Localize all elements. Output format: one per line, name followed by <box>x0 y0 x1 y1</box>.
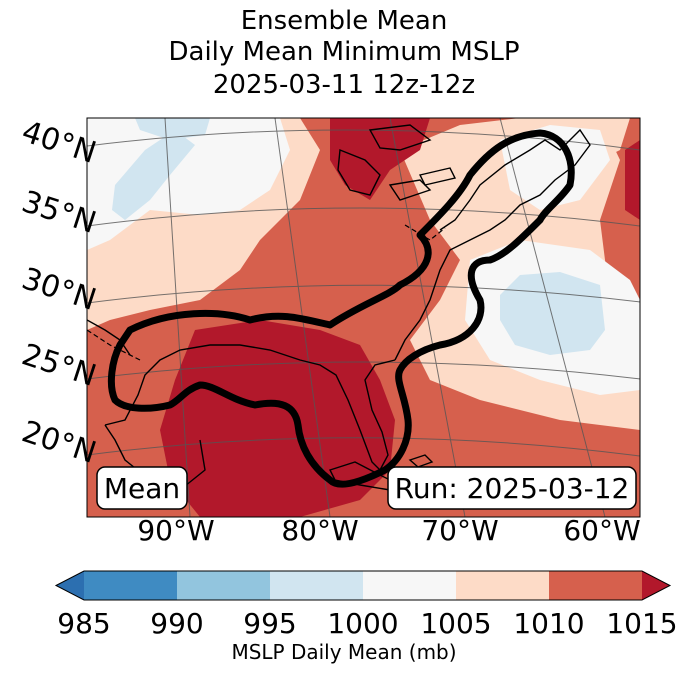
colorbar-segment <box>84 571 177 600</box>
parallel-30n <box>87 284 640 304</box>
title-line-1: Ensemble Mean <box>240 6 448 36</box>
cb-tick-1005: 1005 <box>420 607 491 640</box>
lon-label-70w: 70°W <box>421 514 498 547</box>
title-line-2: Daily Mean Minimum MSLP <box>168 37 520 67</box>
map-field <box>87 118 640 517</box>
field-above-1015-east <box>625 140 640 220</box>
colorbar-extend-high <box>642 571 670 600</box>
meridian-70w <box>389 118 466 517</box>
lon-label-80w: 80°W <box>281 514 358 547</box>
map-frame <box>86 117 641 518</box>
parallel-25n <box>87 361 640 380</box>
meridian-60w <box>499 118 606 517</box>
colorbar-extend-low <box>56 571 84 600</box>
field-995-1000 <box>112 130 195 220</box>
parallel-20n <box>87 437 640 457</box>
colorbar <box>54 570 672 601</box>
field-995-1000-top <box>135 118 210 140</box>
border-us-canada <box>404 224 446 241</box>
cb-tick-1015: 1015 <box>606 607 677 640</box>
east-coast <box>394 128 591 361</box>
field-above-1015-lakes <box>330 118 430 200</box>
cb-tick-1000: 1000 <box>327 607 398 640</box>
cb-tick-1010: 1010 <box>513 607 584 640</box>
field-995-1000-ocean <box>500 272 605 355</box>
run-box <box>387 466 637 510</box>
colorbar-label: MSLP Daily Mean (mb) <box>231 640 457 664</box>
mean-box <box>96 466 188 510</box>
lon-label-60w: 60°W <box>563 514 640 547</box>
gulf-coast <box>104 344 396 472</box>
borders <box>87 224 446 361</box>
lake-superior <box>368 124 432 151</box>
border-us-mexico <box>87 329 141 361</box>
lake-michigan <box>337 149 381 196</box>
colorbar-ticks: 985 990 995 1000 1005 1010 1015 <box>57 607 677 640</box>
parallel-35n <box>87 207 640 227</box>
colorbar-segment <box>549 571 642 600</box>
cb-tick-995: 995 <box>243 607 296 640</box>
run-label: Run: 2025-03-12 <box>395 472 630 505</box>
lon-label-90w: 90°W <box>137 514 214 547</box>
hispaniola <box>408 454 434 468</box>
colorbar-segment <box>363 571 456 600</box>
colorbar-segment <box>177 571 270 600</box>
colorbar-segment <box>270 571 363 600</box>
mexico-coast <box>87 319 131 356</box>
field-above-1015-gulf <box>160 320 395 517</box>
lake-erie <box>388 179 432 201</box>
field-1000-1005-ne <box>500 125 610 210</box>
cb-tick-990: 990 <box>150 607 203 640</box>
lake-ontario <box>418 167 457 186</box>
colorbar-segment <box>456 571 549 600</box>
outlook-contour <box>107 129 575 488</box>
coastlines <box>87 124 591 491</box>
field-1000-1005 <box>87 118 290 250</box>
cb-tick-985: 985 <box>57 607 110 640</box>
mean-label: Mean <box>104 472 180 505</box>
colorbar-outline <box>54 570 672 601</box>
title-line-3: 2025-03-11 12z-12z <box>212 70 476 100</box>
